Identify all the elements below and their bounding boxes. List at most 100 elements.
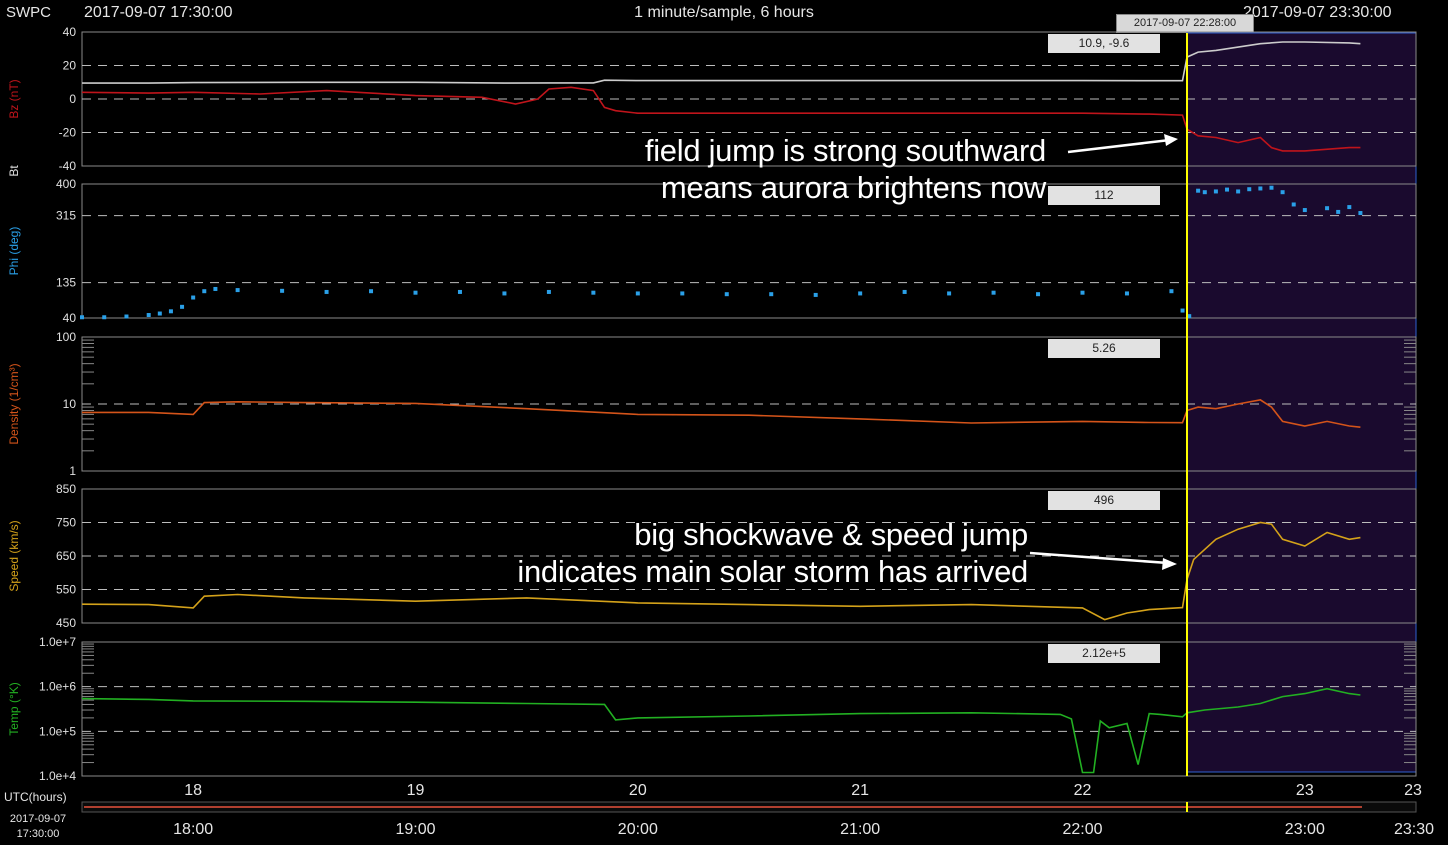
data-point [769,292,774,297]
panel-frame [81,183,1417,319]
field-arrow-head [1164,134,1178,146]
y-tick-label: 40 [63,25,77,39]
y-axis-label: Temp (°K) [7,682,21,735]
y-axis-label: Density (1/cm³) [7,363,21,444]
panel-frame [81,641,1417,777]
y-axis-label: Bz (nT) [7,79,21,118]
data-point [369,289,374,294]
data-point [1358,211,1363,216]
panel-density: 100 10 1 Density (1/cm³) [7,330,1417,478]
field-annotation-line2: means aurora brightens now [660,170,1046,205]
y-tick-label: 1.0e+6 [39,680,76,694]
data-point [680,291,685,296]
x-tick-label: 23 [1404,782,1422,799]
bz-bt-readout: 10.9, -9.6 [1048,34,1160,53]
data-point [1213,189,1218,194]
y-axis-label: Phi (deg) [7,227,21,276]
density-readout: 5.26 [1048,339,1160,358]
phi-readout: 112 [1048,186,1160,205]
data-point [80,315,84,320]
data-point [1080,290,1085,295]
data-point [635,291,640,296]
panel-bz-bt: 40 20 0 -20 -40 Bz (nT) Bt [7,25,1417,177]
y-tick-label: 20 [63,59,77,73]
data-point [1169,289,1174,294]
data-point [1180,308,1185,313]
speed-annotation-line1: big shockwave & speed jump [634,517,1028,552]
data-point [1202,190,1207,195]
data-point [1325,206,1330,211]
overview-tick-label: 22:00 [1062,821,1102,838]
data-point [280,288,285,293]
overview-tick-label: 19:00 [395,821,435,838]
data-point [146,313,151,318]
data-point [502,291,507,296]
speed-arrow-line [1029,551,1169,565]
data-point [1302,208,1307,213]
y-tick-label: 850 [56,482,76,496]
data-point [1269,185,1274,190]
x-tick-label: 18 [184,782,202,799]
utc-axis-label: UTC(hours) [4,790,67,804]
data-point [991,290,996,295]
data-point [213,286,218,291]
series-density [82,399,1361,428]
y-axis-label-secondary: Bt [7,165,21,177]
panel-speed: 850 750 650 550 450 Speed (km/s) [7,482,1417,630]
data-point [102,315,107,320]
y-axis-label: Speed (km/s) [7,520,21,591]
end-time: 2017-09-07 23:30:00 [1243,4,1392,21]
y-tick-label: 1.0e+5 [39,724,76,738]
data-point [413,290,418,295]
data-point [591,290,596,295]
series-bz [81,86,1361,152]
cursor-time-label: 2017-09-07 22:28:00 [1116,14,1254,33]
data-point [724,292,729,297]
y-tick-label: 1.0e+7 [39,635,76,649]
y-tick-label: 1.0e+4 [39,769,76,783]
data-point [1291,202,1296,207]
data-point [157,311,162,316]
temp-readout: 2.12e+5 [1048,644,1160,663]
y-tick-label: 135 [56,276,76,290]
data-point [191,295,196,300]
data-point [1347,205,1352,210]
field-arrow-line [1067,138,1171,154]
field-annotation-line1: field jump is strong southward [644,133,1046,168]
x-tick-label: 19 [407,782,425,799]
speed-arrow-head [1162,558,1177,570]
overview-tick-label: 18:00 [173,821,213,838]
brand-label: SWPC [6,4,51,21]
speed-jump-annotation: big shockwave & speed jump indicates mai… [517,516,1028,590]
overview-tick-label: 23:30 [1394,821,1434,838]
data-point [1036,292,1041,297]
data-point [180,304,185,309]
data-point [546,289,551,294]
y-tick-label: -20 [59,126,77,140]
data-point [202,289,207,294]
x-tick-label: 23 [1296,782,1314,799]
data-point [947,291,952,296]
data-point [324,289,329,294]
data-point [1280,190,1285,195]
panel-phi: 400 315 135 40 Phi (deg) [7,177,1417,325]
data-point [1196,188,1201,193]
y-tick-label: 750 [56,516,76,530]
data-point [1236,189,1241,194]
y-tick-label: 550 [56,583,76,597]
sample-rate-label: 1 minute/sample, 6 hours [634,4,814,21]
data-point [1187,314,1192,319]
overview-start-label: 2017-09-07 17:30:00 [4,812,72,842]
overview-tick-label: 23:00 [1285,821,1325,838]
data-point [168,309,173,314]
y-tick-label: -40 [59,159,77,173]
x-tick-label: 20 [629,782,647,799]
overview-tick-label: 20:00 [618,821,658,838]
data-point [235,288,240,293]
y-tick-label: 650 [56,549,76,563]
y-tick-label: 315 [56,209,76,223]
series-temp [81,687,1361,774]
series-bt [82,41,1361,84]
data-point [1124,291,1129,296]
